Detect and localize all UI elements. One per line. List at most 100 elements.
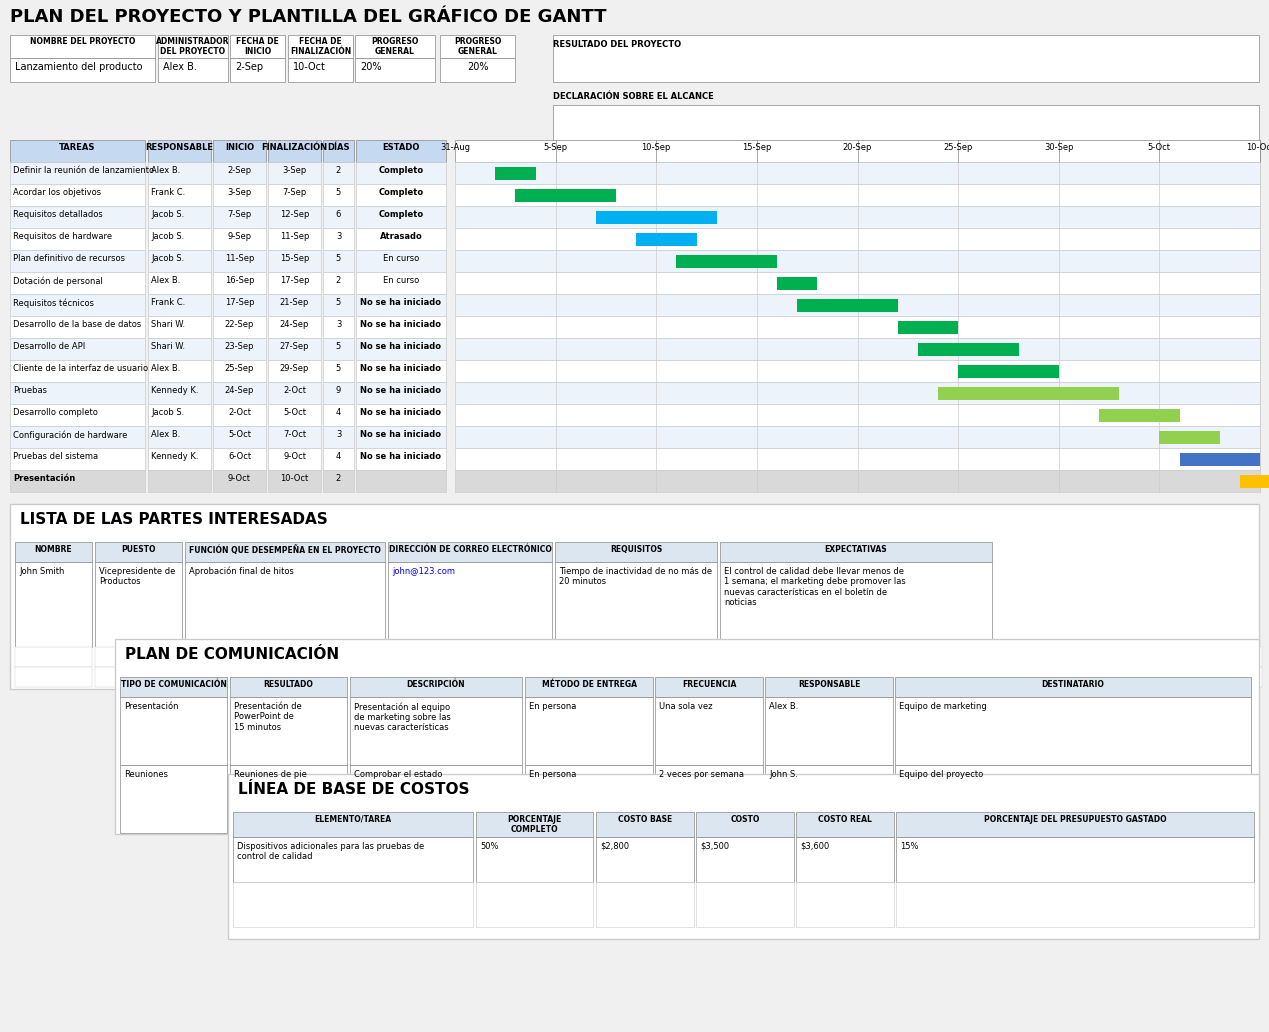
Text: 5-Oct: 5-Oct — [228, 430, 251, 439]
Bar — [268, 338, 321, 360]
Text: Tiempo de inactividad de no más de
20 minutos: Tiempo de inactividad de no más de 20 mi… — [560, 567, 712, 586]
Bar — [456, 294, 1260, 316]
Text: Jacob S.: Jacob S. — [151, 254, 184, 263]
Bar — [148, 272, 211, 294]
Bar — [230, 58, 286, 82]
Bar — [268, 404, 321, 426]
Text: 2-Oct: 2-Oct — [228, 408, 251, 417]
Bar — [655, 765, 763, 833]
Bar — [896, 882, 1254, 927]
Text: 20%: 20% — [467, 62, 489, 72]
Text: Cliente de la interfaz de usuario: Cliente de la interfaz de usuario — [13, 364, 148, 373]
Bar — [324, 382, 354, 404]
Text: 4: 4 — [336, 408, 341, 417]
Text: COSTO BASE: COSTO BASE — [618, 815, 673, 824]
Bar — [456, 316, 1260, 338]
Text: Completo: Completo — [378, 188, 424, 197]
Bar — [268, 448, 321, 470]
Bar — [655, 677, 763, 697]
Text: 5-Sep: 5-Sep — [543, 143, 567, 152]
Text: Reuniones: Reuniones — [124, 770, 168, 779]
Text: Completo: Completo — [378, 209, 424, 219]
Text: john@123.com: john@123.com — [392, 567, 456, 576]
Bar — [525, 697, 654, 765]
Text: 10-Sep: 10-Sep — [642, 143, 671, 152]
Bar — [10, 338, 145, 360]
Bar — [10, 426, 145, 448]
Text: $3,600: $3,600 — [799, 842, 829, 851]
Bar — [456, 140, 1260, 162]
Text: PROGRESO
GENERAL: PROGRESO GENERAL — [372, 37, 419, 57]
Bar — [10, 504, 1259, 689]
Text: 31-Aug: 31-Aug — [440, 143, 470, 152]
Bar — [10, 360, 145, 382]
Text: 7-Sep: 7-Sep — [283, 188, 307, 197]
Bar — [357, 360, 445, 382]
Text: Frank C.: Frank C. — [151, 298, 185, 307]
Text: Shari W.: Shari W. — [151, 342, 185, 351]
Bar — [213, 470, 266, 492]
Bar — [213, 250, 266, 272]
Bar — [765, 697, 893, 765]
Bar — [388, 647, 552, 667]
Text: Pruebas: Pruebas — [13, 386, 47, 395]
Bar — [185, 647, 385, 667]
Bar — [148, 184, 211, 206]
Bar — [324, 338, 354, 360]
Bar — [765, 677, 893, 697]
Text: TAREAS: TAREAS — [60, 143, 95, 152]
Text: FECHA DE
INICIO: FECHA DE INICIO — [236, 37, 279, 57]
Bar — [324, 470, 354, 492]
Text: RESULTADO DEL PROYECTO: RESULTADO DEL PROYECTO — [553, 40, 681, 49]
Bar — [233, 882, 473, 927]
Bar — [10, 162, 145, 184]
Text: No se ha iniciado: No se ha iniciado — [360, 386, 442, 395]
Bar — [324, 272, 354, 294]
Text: 5: 5 — [336, 188, 341, 197]
Bar — [695, 882, 794, 927]
Bar — [95, 542, 181, 562]
Text: 12-Sep: 12-Sep — [279, 209, 310, 219]
Bar — [1160, 430, 1220, 444]
Text: 2-Sep: 2-Sep — [235, 62, 263, 72]
Bar — [357, 162, 445, 184]
Bar — [10, 140, 145, 162]
Bar — [148, 338, 211, 360]
Text: Shari W.: Shari W. — [151, 320, 185, 329]
Bar — [268, 316, 321, 338]
Bar — [185, 542, 385, 562]
Text: 20%: 20% — [360, 62, 382, 72]
Text: 24-Sep: 24-Sep — [225, 386, 254, 395]
Bar — [230, 765, 346, 833]
Bar — [268, 360, 321, 382]
Bar — [268, 426, 321, 448]
Bar — [95, 647, 181, 667]
Text: Equipo de marketing: Equipo de marketing — [898, 702, 987, 711]
Bar — [213, 338, 266, 360]
Bar — [288, 35, 353, 58]
Bar — [268, 294, 321, 316]
Bar — [148, 162, 211, 184]
Text: FRECUENCIA: FRECUENCIA — [681, 680, 736, 689]
Bar — [121, 765, 227, 833]
Bar — [213, 360, 266, 382]
Text: No se ha iniciado: No se ha iniciado — [360, 342, 442, 351]
Bar — [357, 404, 445, 426]
Text: Alex B.: Alex B. — [162, 62, 197, 72]
Bar — [958, 364, 1058, 378]
Bar — [355, 35, 435, 58]
Bar — [268, 184, 321, 206]
Bar — [777, 277, 817, 290]
Bar — [230, 677, 346, 697]
Text: Vicepresidente de
Productos: Vicepresidente de Productos — [99, 567, 175, 586]
Text: 15%: 15% — [900, 842, 919, 851]
Bar — [10, 382, 145, 404]
Bar — [324, 360, 354, 382]
Text: 5: 5 — [336, 254, 341, 263]
Text: 5-Oct: 5-Oct — [283, 408, 306, 417]
Bar — [213, 426, 266, 448]
Bar — [917, 343, 1019, 355]
Bar — [553, 35, 1259, 82]
Bar — [324, 184, 354, 206]
Bar — [995, 647, 1261, 667]
